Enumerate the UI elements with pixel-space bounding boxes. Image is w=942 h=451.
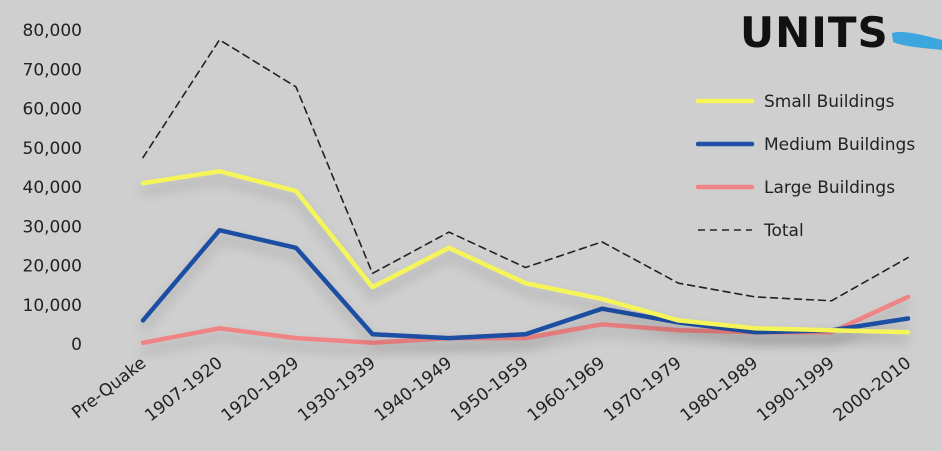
series-layer bbox=[140, 38, 911, 346]
x-tick-label: 1950-1959 bbox=[447, 353, 532, 426]
x-tick-label: 1920-1929 bbox=[218, 353, 303, 426]
y-tick-label: 60,000 bbox=[23, 100, 82, 120]
y-axis-ticks: 0 10,000 20,000 30,000 40,000 50,000 60,000 70,… bbox=[23, 21, 82, 355]
x-tick-label: 1907-1920 bbox=[141, 353, 226, 426]
x-tick-label: 1960-1969 bbox=[524, 353, 609, 426]
y-tick-label: 20,000 bbox=[23, 257, 82, 277]
x-tick-label: 1980-1989 bbox=[677, 353, 762, 426]
y-tick-label: 40,000 bbox=[23, 178, 82, 198]
legend-label: Total bbox=[763, 221, 804, 241]
x-tick-label: Pre-Quake bbox=[68, 353, 150, 423]
series-line-small-buildings bbox=[140, 169, 911, 335]
x-tick-label: 2000-2010 bbox=[830, 353, 915, 426]
y-tick-label: 80,000 bbox=[23, 21, 82, 41]
y-tick-label: 10,000 bbox=[23, 296, 82, 316]
y-tick-label: 0 bbox=[71, 335, 82, 355]
legend-label: Medium Buildings bbox=[764, 135, 915, 155]
legend: Small Buildings Medium Buildings Large Bui… bbox=[695, 92, 915, 241]
y-tick-label: 30,000 bbox=[23, 217, 82, 237]
x-tick-label: 1940-1949 bbox=[371, 353, 456, 426]
y-tick-label: 50,000 bbox=[23, 139, 82, 159]
chart-title: UNITS bbox=[740, 8, 889, 57]
x-tick-label: 1970-1979 bbox=[600, 353, 685, 426]
series-line-total bbox=[142, 38, 909, 302]
x-tick-label: 1990-1999 bbox=[753, 353, 838, 426]
series-line-medium-buildings bbox=[140, 227, 911, 341]
x-axis-ticks: Pre-Quake1907-19201920-19291930-19391940… bbox=[68, 353, 915, 426]
legend-label: Large Buildings bbox=[764, 178, 895, 198]
y-tick-label: 70,000 bbox=[23, 60, 82, 80]
legend-label: Small Buildings bbox=[764, 92, 895, 112]
x-tick-label: 1930-1939 bbox=[294, 353, 379, 426]
brush-stroke-decoration bbox=[892, 31, 942, 50]
